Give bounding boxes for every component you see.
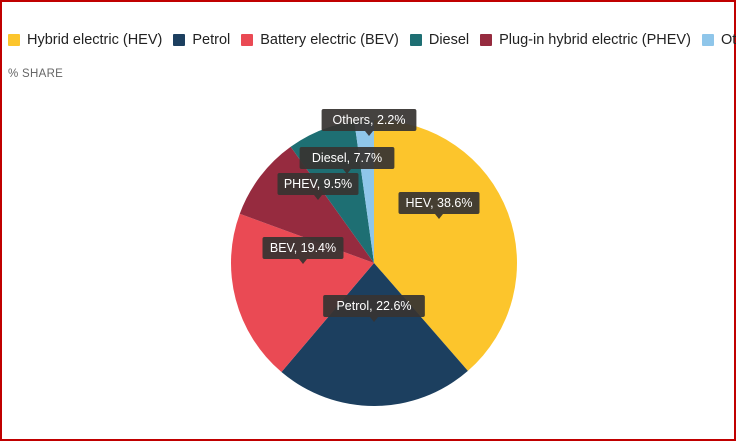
data-label-box: [321, 109, 417, 131]
data-label-text: PHEV, 9.5%: [284, 177, 352, 191]
pie-slice-phev[interactable]: [239, 146, 374, 263]
data-label-box: [262, 237, 344, 259]
legend-label: Petrol: [192, 32, 231, 48]
data-label-pointer: [365, 131, 373, 136]
data-label-petrol: Petrol, 22.6%: [323, 295, 425, 322]
legend-label: Others: [720, 32, 736, 48]
data-label-box: [398, 192, 480, 214]
legend-swatch: [701, 34, 714, 46]
data-label-pointer: [435, 214, 443, 219]
data-label-box: [277, 173, 359, 195]
legend-swatch: [173, 34, 186, 46]
legend-label: Diesel: [428, 32, 470, 48]
data-label-diesel: Diesel, 7.7%: [299, 147, 395, 174]
data-label-hev: HEV, 38.6%: [398, 192, 480, 219]
legend-item-diesel[interactable]: Diesel: [409, 32, 470, 48]
data-label-box: [323, 295, 425, 317]
data-label-text: HEV, 38.6%: [406, 196, 473, 210]
chart-legend: Hybrid electric (HEV) Petrol Battery elect…: [8, 32, 736, 48]
pie-slice-petrol[interactable]: [281, 263, 468, 407]
legend-label: Battery electric (BEV): [260, 32, 399, 48]
data-label-phev: PHEV, 9.5%: [277, 173, 359, 200]
legend-swatch: [480, 34, 493, 46]
legend-item-petrol[interactable]: Petrol: [173, 32, 230, 48]
data-label-pointer: [314, 195, 322, 200]
legend-item-phev[interactable]: Plug-in hybrid electric (PHEV): [480, 32, 691, 48]
pie-slice-hev[interactable]: [374, 120, 518, 371]
legend-item-bev[interactable]: Battery electric (BEV): [241, 32, 399, 48]
legend-item-hev[interactable]: Hybrid electric (HEV): [8, 32, 162, 48]
data-label-bev: BEV, 19.4%: [262, 237, 344, 264]
legend-label: Plug-in hybrid electric (PHEV): [499, 32, 691, 48]
data-label-text: BEV, 19.4%: [270, 241, 336, 255]
data-label-others: Others, 2.2%: [321, 109, 417, 136]
data-label-text: Petrol, 22.6%: [336, 299, 411, 313]
data-label-pointer: [370, 317, 378, 322]
legend-item-others[interactable]: Others: [701, 32, 736, 48]
data-label-text: Others, 2.2%: [333, 113, 406, 127]
data-label-pointer: [299, 259, 307, 264]
data-label-box: [299, 147, 395, 169]
legend-label: Hybrid electric (HEV): [27, 32, 163, 48]
data-label-text: Diesel, 7.7%: [312, 151, 382, 165]
legend-swatch: [8, 34, 20, 46]
legend-swatch: [241, 34, 254, 46]
chart-subtitle: % SHARE: [8, 68, 64, 80]
data-label-pointer: [343, 169, 351, 174]
legend-swatch: [409, 34, 422, 46]
